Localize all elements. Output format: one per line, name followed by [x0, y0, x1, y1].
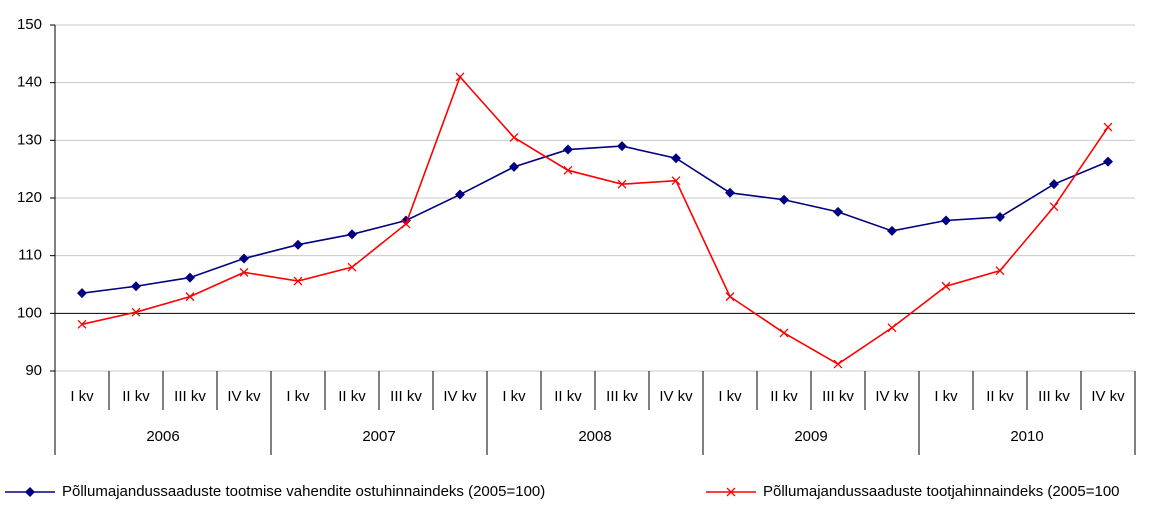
data-point: [725, 292, 735, 302]
data-point: [239, 253, 249, 264]
data-point: [509, 161, 519, 172]
data-point: [131, 281, 141, 292]
x-tick-label: II kv: [338, 388, 366, 405]
x-tick-label: III kv: [606, 388, 638, 405]
legend-marker: [726, 487, 736, 497]
x-tick-label: IV kv: [1091, 388, 1125, 405]
data-point: [185, 272, 195, 283]
x-tick-label: III kv: [174, 388, 206, 405]
data-point: [617, 179, 627, 189]
x-tick-label: II kv: [554, 388, 582, 405]
data-point: [1103, 122, 1113, 132]
data-point: [671, 176, 681, 186]
data-point: [1049, 179, 1059, 190]
y-tick-label: 140: [17, 74, 42, 91]
data-point: [347, 262, 357, 272]
legend-label: Põllumajandussaaduste tootmise vahendite…: [62, 483, 545, 500]
data-point: [887, 323, 897, 333]
x-tick-label: I kv: [70, 388, 94, 405]
data-point: [617, 141, 627, 152]
x-tick-label: II kv: [986, 388, 1014, 405]
x-tick-label: III kv: [1038, 388, 1070, 405]
data-point: [185, 292, 195, 302]
data-point: [509, 132, 519, 142]
data-point: [455, 189, 465, 200]
data-point: [239, 267, 249, 277]
data-point: [995, 212, 1005, 223]
x-tick-label: III kv: [822, 388, 854, 405]
data-point: [563, 165, 573, 175]
x-tick-label: IV kv: [227, 388, 261, 405]
x-tick-label: IV kv: [443, 388, 477, 405]
x-tick-label: I kv: [286, 388, 310, 405]
data-point: [779, 194, 789, 205]
y-tick-label: 150: [17, 16, 42, 33]
data-point: [833, 206, 843, 217]
data-point: [77, 319, 87, 329]
data-point: [131, 307, 141, 317]
data-point: [563, 144, 573, 155]
y-tick-label: 100: [17, 304, 42, 321]
data-point: [77, 288, 87, 299]
x-tick-label: I kv: [718, 388, 742, 405]
x-tick-label: III kv: [390, 388, 422, 405]
x-tick-label: I kv: [934, 388, 958, 405]
data-point: [455, 72, 465, 82]
group-label: 2009: [794, 428, 827, 445]
data-point: [941, 281, 951, 291]
group-label: 2007: [362, 428, 395, 445]
series-line: [81, 145, 1109, 294]
legend-marker: [25, 487, 35, 497]
data-point: [1049, 202, 1059, 212]
data-point: [779, 328, 789, 338]
data-point: [725, 187, 735, 198]
group-label: 2010: [1010, 428, 1043, 445]
legend-label: Põllumajandussaaduste tootjahinnaindeks …: [763, 483, 1120, 500]
y-tick-label: 90: [25, 362, 42, 379]
x-tick-label: II kv: [770, 388, 798, 405]
data-point: [887, 225, 897, 236]
y-tick-label: 110: [18, 247, 42, 264]
x-tick-label: I kv: [502, 388, 526, 405]
y-tick-label: 130: [17, 131, 42, 148]
x-tick-label: II kv: [122, 388, 150, 405]
data-point: [293, 276, 303, 286]
group-label: 2008: [578, 428, 611, 445]
y-tick-label: 120: [17, 189, 42, 206]
data-point: [833, 359, 843, 369]
data-point: [1103, 156, 1113, 167]
x-tick-label: IV kv: [875, 388, 909, 405]
data-point: [347, 229, 357, 240]
x-tick-label: IV kv: [659, 388, 693, 405]
data-point: [941, 215, 951, 226]
group-label: 2006: [146, 428, 179, 445]
data-point: [293, 239, 303, 250]
series-line: [81, 75, 1109, 366]
data-point: [995, 266, 1005, 276]
data-point: [671, 153, 681, 164]
data-point: [401, 219, 411, 229]
